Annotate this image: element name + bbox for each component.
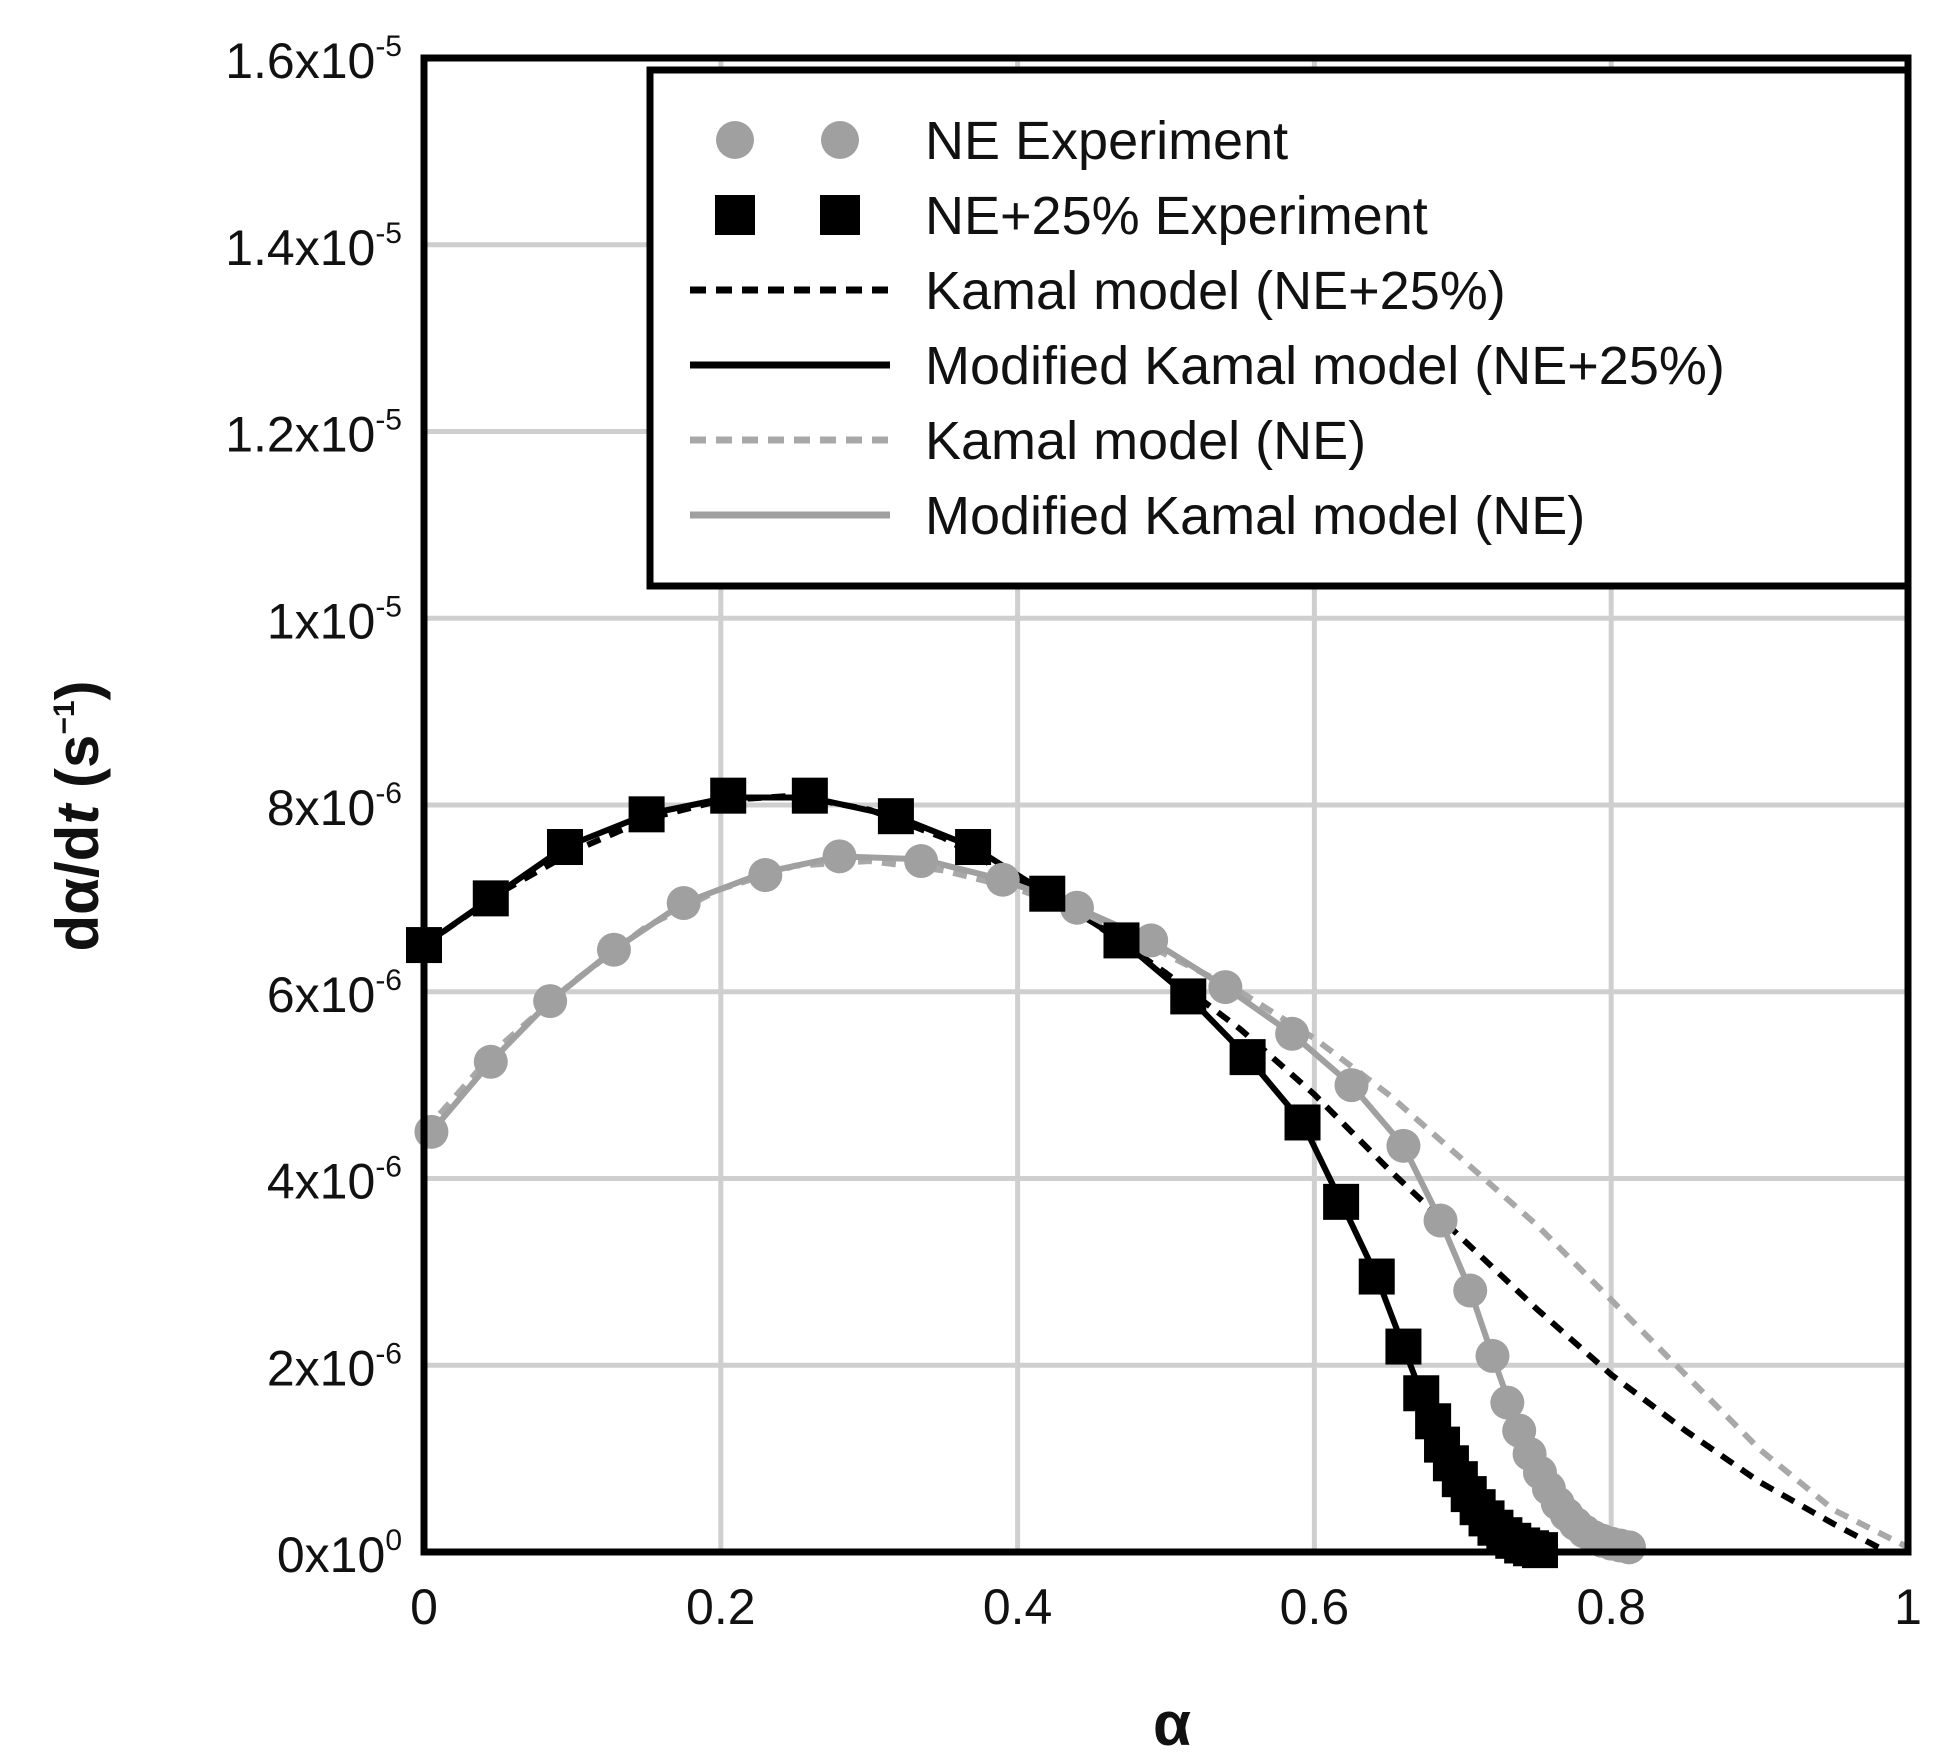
legend-marker-square [820,195,860,235]
data-point-ne25 [546,829,583,866]
y-tick-label: 2x10-6 [267,1337,402,1396]
legend-marker-circle [821,121,859,159]
data-point-ne [1134,923,1169,958]
legend-label: NE Experiment [925,111,1288,171]
y-tick-label: 0x100 [277,1524,402,1583]
data-point-ne [1059,890,1094,925]
data-point-ne25 [710,777,747,814]
data-point-ne [1490,1385,1525,1420]
plot-frame [420,54,1912,1556]
series-line-0 [422,792,1880,1550]
data-point-ne [1386,1128,1421,1163]
x-axis-ticks: 0 0.2 0.4 0.6 0.8 1 [410,1579,1922,1635]
legend-label: Kamal model (NE) [925,411,1366,471]
data-point-ne [596,932,631,967]
x-tick-label: 0.6 [1280,1579,1350,1635]
x-tick-label: 1 [1894,1579,1922,1635]
data-point-ne [1453,1273,1488,1308]
data-point-ne25 [1170,978,1207,1015]
y-tick-label: 1.6x10-5 [225,30,402,89]
legend-label: NE+25% Experiment [925,186,1428,246]
legend-label: Modified Kamal model (NE) [925,486,1585,546]
y-tick-label: 4x10-6 [267,1151,402,1210]
y-tick-label: 1.2x10-5 [225,404,402,463]
y-tick-label: 1x10-5 [267,590,402,649]
data-point-ne25 [1229,1039,1266,1076]
legend: NE Experiment NE+25% Experiment Kamal mode… [646,66,1912,590]
data-point-ne25 [791,777,828,814]
data-point-ne [1334,1068,1369,1103]
data-point-ne [748,858,783,893]
x-tick-label: 0.4 [983,1579,1053,1635]
data-point-ne [1275,1016,1310,1051]
y-tick-label: 6x10-6 [267,964,402,1023]
series-line-2 [421,858,1910,1550]
data-point-ne [1208,970,1243,1005]
legend-marker-square [715,195,755,235]
data-point-ne [666,886,701,921]
y-axis-ticks: 0x100 2x10-6 4x10-6 6x10-6 8x10-6 1x10-5 1.2x1… [225,30,402,1583]
legend-box [646,66,1912,590]
data-point-ne25 [1029,875,1066,912]
data-point-ne25 [955,829,992,866]
x-tick-label: 0 [410,1579,438,1635]
data-point-ne [904,844,939,879]
data-point-ne25 [628,796,665,833]
data-point-ne25 [1103,922,1140,959]
x-tick-label: 0.8 [1576,1579,1646,1635]
data-point-ne [1423,1203,1458,1238]
data-point-ne25 [1284,1104,1321,1141]
data-point-ne [985,862,1020,897]
legend-label: Modified Kamal model (NE+25%) [925,336,1725,396]
data-point-ne25 [1385,1328,1422,1365]
data-point-ne [822,839,857,874]
data-point-ne [414,1114,449,1149]
y-axis-label: dα/dt (s−1) [44,680,111,951]
legend-marker-circle [716,121,754,159]
data-point-ne25 [1358,1258,1395,1295]
data-point-ne [533,984,568,1019]
data-point-ne [473,1044,508,1079]
x-tick-label: 0.2 [686,1579,756,1635]
experiment-markers [406,777,1647,1569]
data-point-ne [1612,1530,1647,1565]
data-point-ne25 [1323,1183,1360,1220]
data-point-ne [1475,1338,1510,1373]
legend-label: Kamal model (NE+25%) [925,261,1506,321]
data-point-ne25 [472,880,509,917]
data-point-ne25 [877,798,914,835]
y-tick-label: 1.4x10-5 [225,217,402,276]
x-axis-label: α [1153,1690,1191,1759]
y-tick-label: 8x10-6 [267,777,402,836]
